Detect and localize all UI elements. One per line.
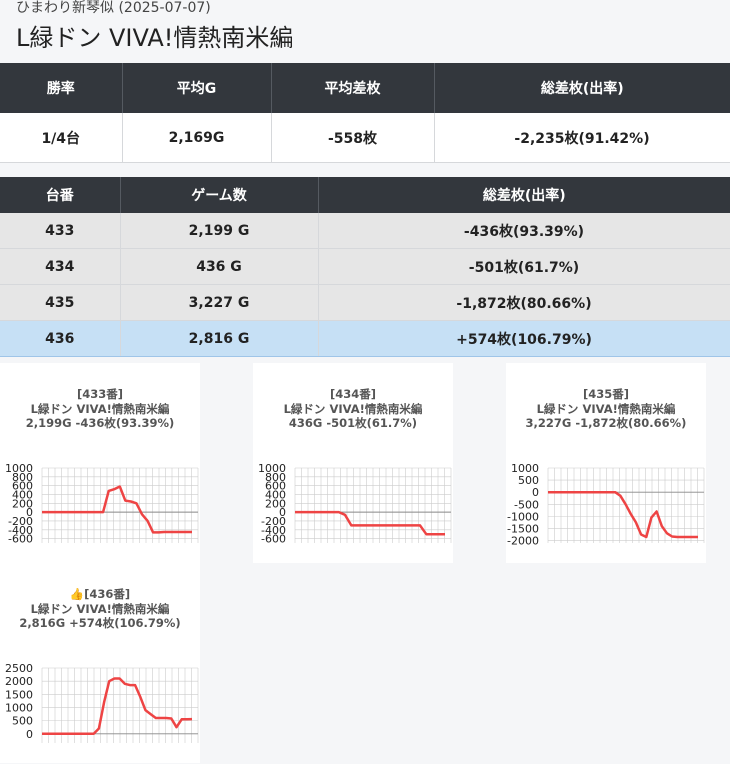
machines-col-header: 台番 [0,177,121,213]
page-title: L緑ドン VIVA!情熱南米編 [16,24,294,52]
summary-col-header: 平均差枚 [271,63,435,113]
machine-chart-card-436: 👍[436番] L緑ドン VIVA!情熱南米編 2,816G +574枚(106… [0,563,200,763]
card-machine-label: 👍[436番] [69,587,131,601]
card-machine-stats: 2,816G +574枚(106.79%) [19,616,181,630]
series-line [295,510,445,536]
y-tick-label: -1000 [507,510,539,523]
machine-number-cell: 434 [0,248,121,285]
y-tick-label: 600 [265,480,286,493]
y-tick-label: -400 [8,524,33,537]
machines-table: 台番 ゲーム数 総差枚(出率) 433 2,199 G -436枚(93.39%… [0,177,730,357]
y-tick-label: -500 [514,498,539,511]
machine-chart-card-435: [435番] L緑ドン VIVA!情熱南米編 3,227G -1,872枚(80… [506,363,706,563]
games-cell: 3,227 G [120,284,319,321]
y-tick-label: 0 [279,506,286,519]
summary-cell: 1/4台 [0,113,123,163]
series-line [548,490,698,539]
y-tick-label: -600 [261,533,286,545]
y-tick-label: 2500 [5,663,33,675]
y-tick-label: 200 [265,497,286,510]
card-machine-label: [433番] [76,387,124,401]
y-tick-label: 800 [12,471,33,484]
games-cell: 2,199 G [120,213,319,249]
summary-cell: 2,169G [122,113,272,163]
y-tick-label: 1000 [5,701,33,714]
page-subtitle: ひまわり新琴似 (2025-07-07) [16,0,211,16]
games-cell: 2,816 G [120,320,319,357]
card-machine-label: [434番] [329,387,377,401]
y-tick-label: 400 [265,488,286,501]
machine-number-cell: 433 [0,213,121,249]
card-machine-stats: 436G -501枚(61.7%) [288,416,418,430]
y-tick-label: 800 [265,471,286,484]
y-tick-label: -400 [261,524,286,537]
card-machine-name: L緑ドン VIVA!情熱南米編 [283,401,423,416]
y-tick-label: 0 [532,486,539,499]
y-tick-label: -200 [8,515,33,528]
y-tick-label: -600 [8,533,33,545]
y-tick-label: -2000 [507,535,539,545]
card-machine-label: [435番] [582,387,630,401]
card-machine-stats: 3,227G -1,872枚(80.66%) [525,416,687,430]
diff-cell: -501枚(61.7%) [318,248,730,285]
summary-col-header: 勝率 [0,63,123,113]
diff-cell: -436枚(93.39%) [318,213,730,249]
machines-col-header: 総差枚(出率) [318,177,730,213]
y-tick-label: 0 [26,506,33,519]
machines-header-row: 台番 ゲーム数 総差枚(出率) [0,177,730,213]
machine-number-cell: 435 [0,284,121,321]
summary-header-row: 勝率 平均G 平均差枚 総差枚(出率) [0,63,730,113]
table-row-highlighted[interactable]: 436 2,816 G +574枚(106.79%) [0,320,730,357]
summary-cell: -2,235枚(91.42%) [434,113,730,163]
card-machine-name: L緑ドン VIVA!情熱南米編 [30,601,170,616]
diff-cell: +574枚(106.79%) [318,320,730,357]
diff-cell: -1,872枚(80.66%) [318,284,730,321]
table-row[interactable]: 435 3,227 G -1,872枚(80.66%) [0,284,730,321]
card-machine-stats: 2,199G -436枚(93.39%) [25,416,175,430]
y-tick-label: 200 [12,497,33,510]
y-tick-label: 400 [12,488,33,501]
table-row[interactable]: 434 436 G -501枚(61.7%) [0,248,730,285]
y-tick-label: 500 [518,474,539,487]
machine-chart-card-433: [433番] L緑ドン VIVA!情熱南米編 2,199G -436枚(93.3… [0,363,200,563]
table-row[interactable]: 433 2,199 G -436枚(93.39%) [0,213,730,249]
y-tick-label: 0 [26,728,33,741]
games-cell: 436 G [120,248,319,285]
card-machine-name: L緑ドン VIVA!情熱南米編 [536,401,676,416]
summary-cell: -558枚 [271,113,435,163]
y-tick-label: 600 [12,480,33,493]
y-tick-label: 1500 [5,688,33,701]
y-tick-label: -200 [261,515,286,528]
y-tick-label: 500 [12,715,33,728]
series-line [42,677,193,736]
machine-number-cell: 436 [0,320,121,357]
series-line [42,485,192,534]
y-tick-label: 2000 [5,675,33,688]
y-tick-label: -1500 [507,522,539,535]
y-tick-label: 1000 [5,463,33,475]
summary-table: 勝率 平均G 平均差枚 総差枚(出率) 1/4台 2,169G -558枚 -2… [0,63,730,163]
machine-chart-card-434: [434番] L緑ドン VIVA!情熱南米編 436G -501枚(61.7%)… [253,363,453,563]
y-tick-label: 1000 [511,463,539,475]
card-machine-name: L緑ドン VIVA!情熱南米編 [30,401,170,416]
machines-col-header: ゲーム数 [120,177,319,213]
summary-col-header: 総差枚(出率) [434,63,730,113]
summary-col-header: 平均G [122,63,272,113]
summary-row: 1/4台 2,169G -558枚 -2,235枚(91.42%) [0,113,730,163]
y-tick-label: 1000 [258,463,286,475]
